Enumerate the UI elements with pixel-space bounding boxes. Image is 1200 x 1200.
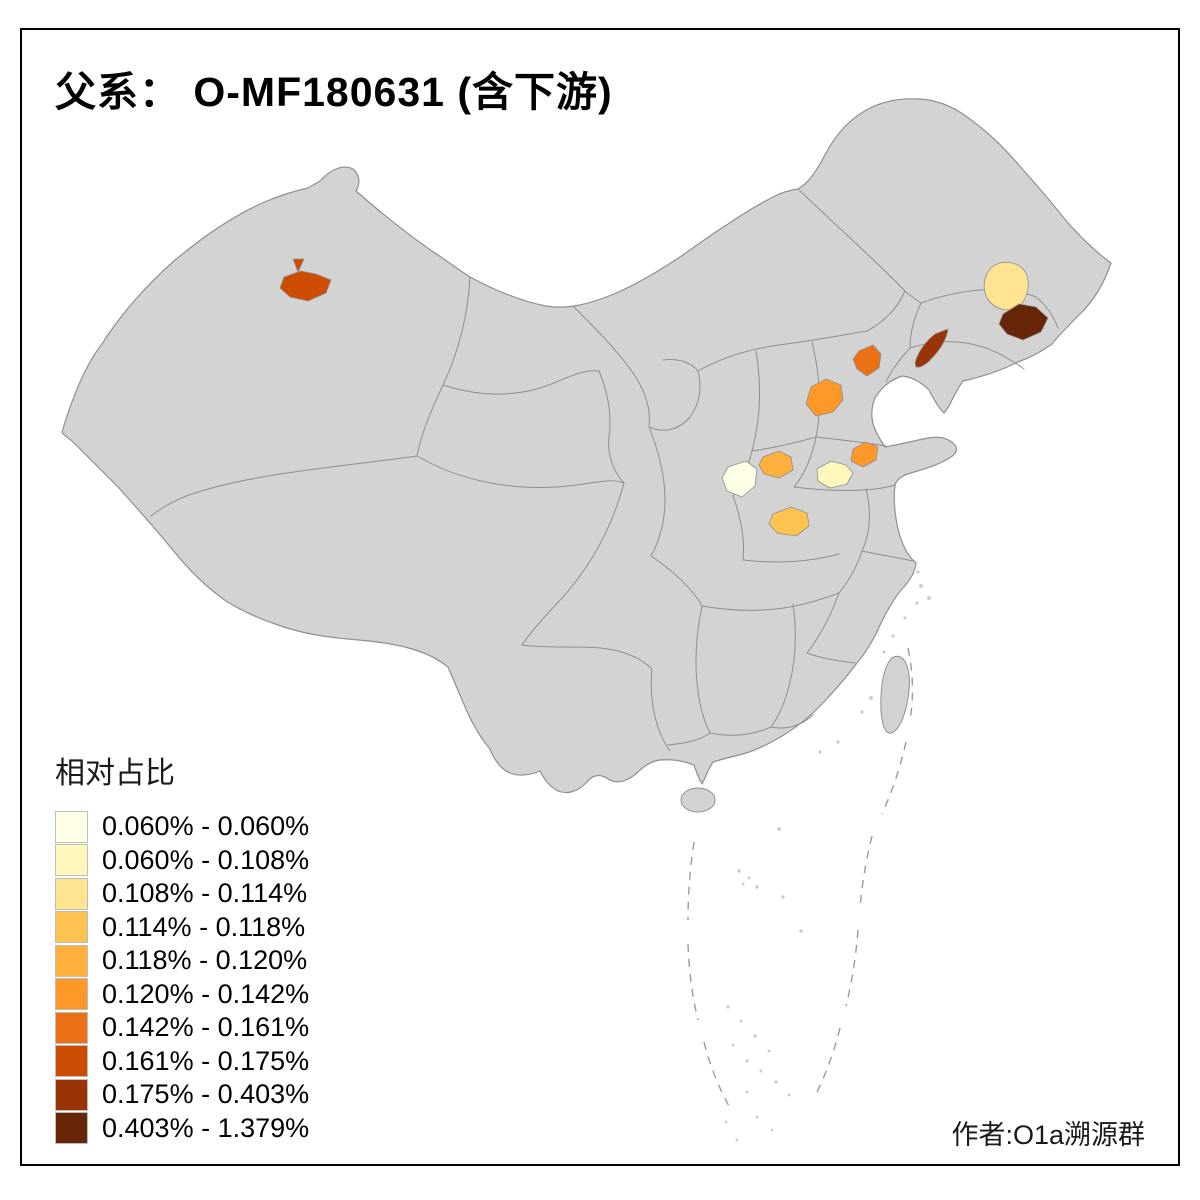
legend-swatch bbox=[55, 844, 88, 877]
highlighted-regions bbox=[279, 258, 1049, 537]
islands bbox=[680, 655, 910, 813]
legend-swatch bbox=[55, 1078, 88, 1111]
legend-label: 0.120% - 0.142% bbox=[102, 978, 310, 1009]
province-borders bbox=[150, 189, 1059, 752]
region-henan-south bbox=[768, 506, 810, 537]
nine-dash-line bbox=[687, 647, 914, 1109]
legend-label: 0.060% - 0.060% bbox=[102, 811, 310, 842]
legend-swatch bbox=[55, 1045, 88, 1078]
region-xinjiang-changji bbox=[279, 258, 332, 302]
legend-row: 0.060% - 0.060% bbox=[55, 810, 309, 844]
legend-label: 0.142% - 0.161% bbox=[102, 1012, 310, 1043]
legend-row: 0.108% - 0.114% bbox=[55, 877, 309, 911]
region-liaoning-east bbox=[914, 328, 949, 368]
legend-label: 0.060% - 0.108% bbox=[102, 844, 310, 875]
legend-label: 0.175% - 0.403% bbox=[102, 1079, 310, 1110]
region-henan-west bbox=[721, 460, 758, 498]
legend-row: 0.161% - 0.175% bbox=[55, 1045, 309, 1079]
region-henan-north bbox=[758, 450, 794, 479]
region-shandong-central bbox=[850, 441, 879, 468]
region-beijing-tianjin bbox=[852, 344, 882, 377]
legend-swatch bbox=[55, 810, 88, 843]
china-mainland bbox=[61, 98, 1112, 794]
taiwan-island bbox=[880, 655, 910, 734]
legend-row: 0.142% - 0.161% bbox=[55, 1011, 309, 1045]
region-jilin-central bbox=[983, 261, 1029, 311]
legend-swatch bbox=[55, 877, 88, 910]
region-shandong-southwest bbox=[816, 460, 854, 489]
page-title: 父系： O-MF180631 (含下游) bbox=[55, 69, 613, 115]
legend: 相对占比 0.060% - 0.060% 0.060% - 0.108% 0.1… bbox=[55, 748, 309, 1145]
legend-swatch bbox=[55, 911, 88, 944]
legend-title: 相对占比 bbox=[55, 757, 175, 790]
legend-swatch bbox=[55, 1011, 88, 1044]
legend-swatch bbox=[55, 978, 88, 1011]
legend-label: 0.114% - 0.118% bbox=[102, 911, 306, 942]
hainan-island bbox=[680, 787, 716, 813]
legend-swatch bbox=[55, 944, 88, 977]
legend-row: 0.120% - 0.142% bbox=[55, 978, 309, 1012]
legend-row: 0.114% - 0.118% bbox=[55, 911, 309, 945]
legend-label: 0.161% - 0.175% bbox=[102, 1045, 310, 1076]
legend-row: 0.060% - 0.108% bbox=[55, 844, 309, 878]
attribution: 作者:O1a溯源群 bbox=[951, 1120, 1145, 1150]
legend-row: 0.118% - 0.120% bbox=[55, 944, 309, 978]
legend-label: 0.118% - 0.120% bbox=[102, 945, 308, 976]
region-hebei-south bbox=[805, 378, 844, 417]
legend-row: 0.175% - 0.403% bbox=[55, 1078, 309, 1112]
small-islands bbox=[724, 570, 931, 1142]
region-jilin-southeast bbox=[998, 303, 1049, 341]
legend-row: 0.403% - 1.379% bbox=[55, 1112, 309, 1146]
legend-swatch bbox=[55, 1112, 88, 1145]
legend-label: 0.108% - 0.114% bbox=[102, 878, 308, 909]
legend-label: 0.403% - 1.379% bbox=[102, 1112, 310, 1143]
